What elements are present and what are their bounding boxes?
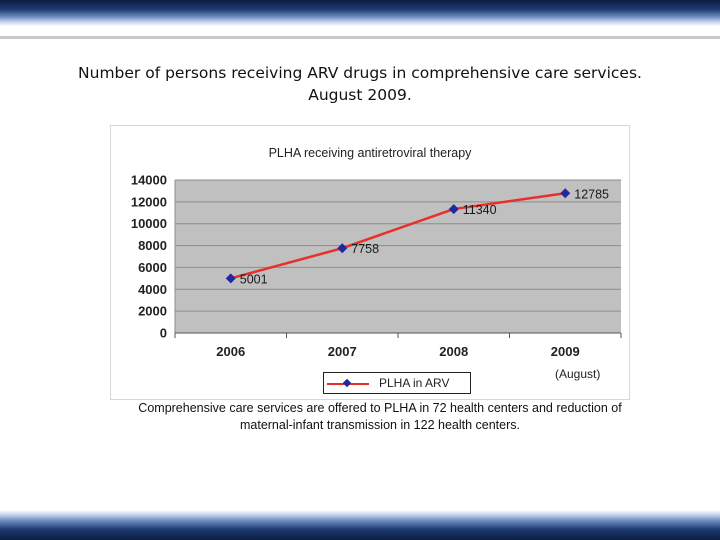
chart-legend: PLHA in ARV bbox=[323, 372, 471, 394]
caption-line-1: Comprehensive care services are offered … bbox=[138, 401, 622, 415]
y-tick-label-8000: 8000 bbox=[138, 238, 167, 253]
data-label-2008: 11340 bbox=[463, 203, 497, 217]
slide-title-line-1: Number of persons receiving ARV drugs in… bbox=[78, 64, 642, 82]
plot-area bbox=[175, 180, 621, 333]
bottom-decorative-band bbox=[0, 510, 720, 540]
y-tick-label-14000: 14000 bbox=[131, 173, 167, 188]
slide-caption: Comprehensive care services are offered … bbox=[100, 400, 660, 434]
y-tick-label-0: 0 bbox=[160, 326, 167, 341]
data-point-2008 bbox=[448, 204, 459, 215]
x-axis-ticks: 2006 2007 2008 2009 bbox=[174, 333, 622, 359]
y-tick-label-2000: 2000 bbox=[138, 304, 167, 319]
data-point-2007 bbox=[337, 243, 348, 254]
data-point-2006 bbox=[225, 273, 236, 284]
top-decorative-band bbox=[0, 0, 720, 26]
y-tick-label-12000: 12000 bbox=[131, 194, 167, 209]
x-tick-label-2006: 2006 bbox=[216, 344, 245, 359]
data-point-2009 bbox=[560, 188, 571, 199]
x-tick-label-2007: 2007 bbox=[328, 344, 357, 359]
data-label-2009: 12785 bbox=[574, 187, 609, 201]
x-tick-label-2008: 2008 bbox=[439, 344, 468, 359]
chart-annotation: (August) bbox=[555, 367, 601, 381]
y-tick-label-4000: 4000 bbox=[138, 282, 167, 297]
data-label-2006: 5001 bbox=[240, 272, 268, 286]
caption-line-2: maternal-infant transmission in 122 heal… bbox=[239, 418, 520, 432]
series-plha-in-arv: 5001 7758 11340 12785 bbox=[225, 187, 609, 286]
data-label-2007: 7758 bbox=[351, 242, 379, 256]
slide-title-line-2: August 2009. bbox=[308, 86, 412, 104]
legend-label: PLHA in ARV bbox=[379, 376, 450, 390]
y-axis-ticks: 0 2000 4000 6000 8000 10000 12000 14000 bbox=[131, 173, 167, 341]
chart-title: PLHA receiving antiretroviral therapy bbox=[268, 146, 472, 160]
series-line bbox=[230, 192, 566, 280]
x-tick-label-2009: 2009 bbox=[551, 344, 580, 359]
slide-title: Number of persons receiving ARV drugs in… bbox=[60, 62, 660, 106]
legend-diamond-marker-icon bbox=[342, 378, 352, 388]
y-tick-label-10000: 10000 bbox=[131, 216, 167, 231]
y-tick-label-6000: 6000 bbox=[138, 260, 167, 275]
